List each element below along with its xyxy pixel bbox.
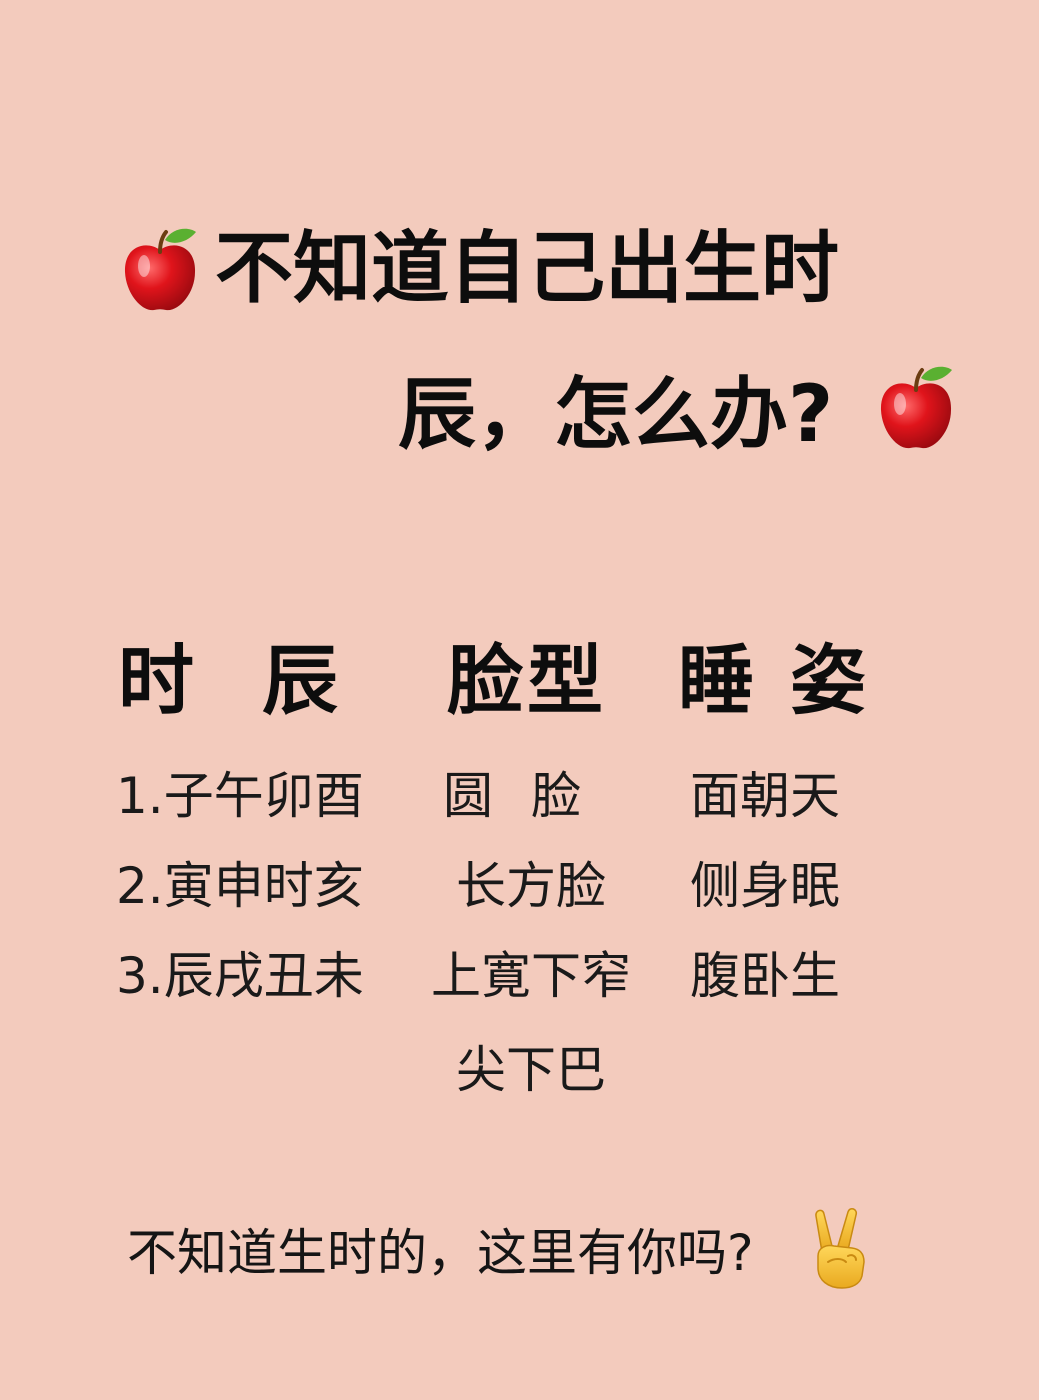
footer-question: 不知道生时的，这里有你吗? xyxy=(127,1224,754,1282)
table-cell-shichen: 1.子午卯酉 xyxy=(116,767,364,825)
table-cell-shichen: 2.寅申时亥 xyxy=(116,857,364,915)
apple-icon xyxy=(880,366,952,449)
apple-icon xyxy=(124,228,196,311)
table-cell-lianxing: 圆脸 xyxy=(443,767,619,825)
table-cell-lianxing: 尖下巴 xyxy=(456,1041,606,1099)
table-cell-lianxing: 上寛下窄 xyxy=(431,947,631,1005)
column-header-shuizi: 睡姿 xyxy=(678,636,902,725)
table-cell-shuizi: 侧身眠 xyxy=(690,857,840,915)
table-cell-shuizi: 面朝天 xyxy=(690,767,840,825)
column-header-shichen: 时辰 xyxy=(118,636,406,725)
table-cell-shichen: 3.辰戌丑未 xyxy=(116,947,364,1005)
table-cell-shuizi: 腹卧生 xyxy=(690,947,840,1005)
victory-hand-icon xyxy=(815,1207,865,1289)
column-header-lianxing: 脸型 xyxy=(447,636,607,725)
page-title-line-1: 不知道自己出生时 xyxy=(215,224,840,314)
page-title-line-2: 辰，怎么办? xyxy=(398,370,834,460)
table-cell-lianxing: 长方脸 xyxy=(456,857,606,915)
